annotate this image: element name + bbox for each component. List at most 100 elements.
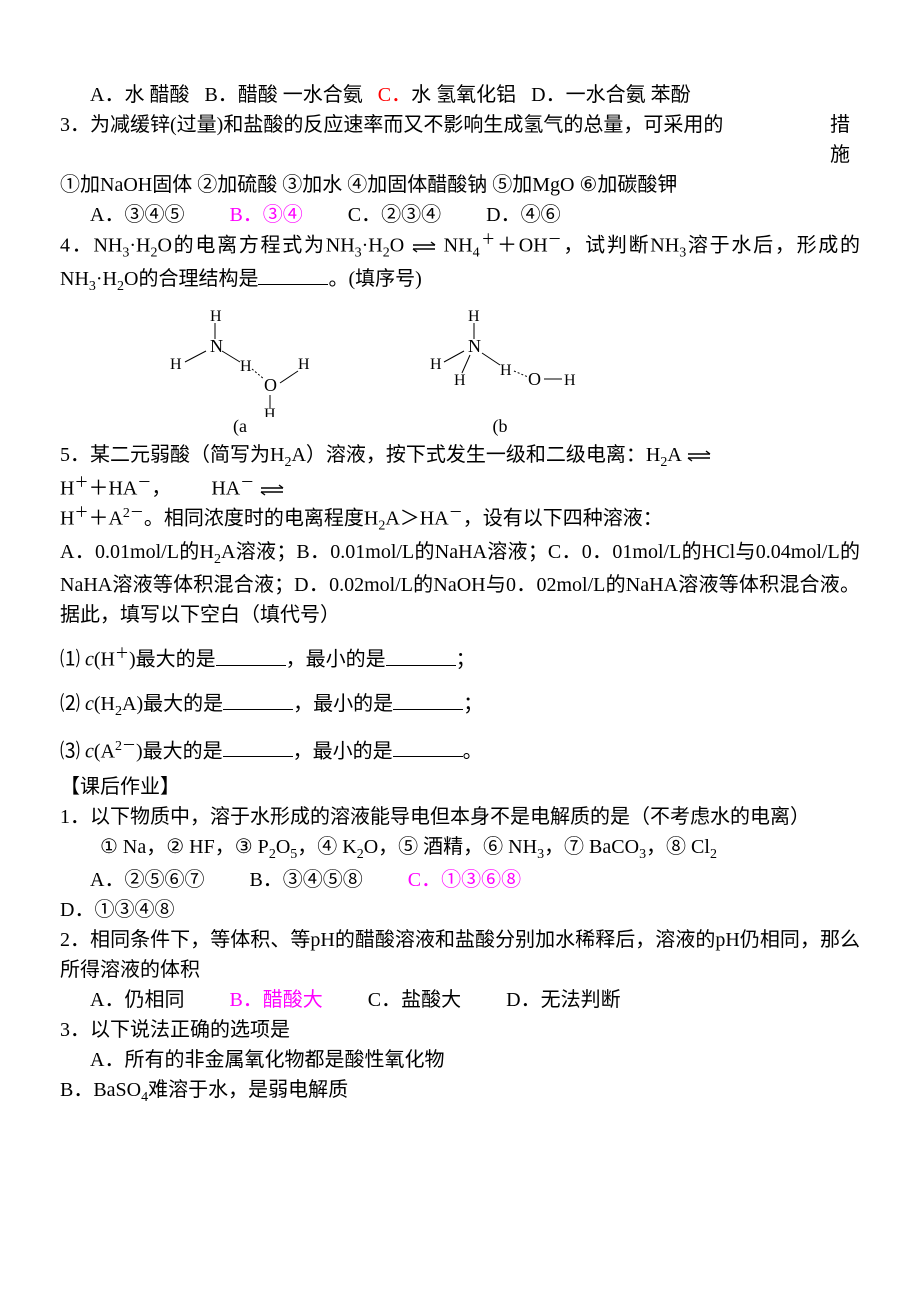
q4-c: O的电离方程式为NH [157, 235, 354, 257]
svg-text:O: O [528, 369, 541, 389]
q3-stem-text: 3．为减缓锌(过量)和盐酸的反应速率而又不影响生成氢气的总量，可采用的 [60, 114, 723, 136]
q5-p2-blank2 [393, 709, 463, 710]
svg-text:H: H [564, 372, 576, 389]
q4-b: ·H [129, 235, 150, 257]
q5-p2sub: 2 [115, 704, 122, 719]
q2-optC-text: 水 氢氧化铝 [411, 84, 516, 106]
diagram-b-label: (b [400, 413, 600, 440]
q5-p2e: ； [463, 693, 483, 715]
hw3-obb: 难溶于水，是弱电解质 [148, 1079, 348, 1101]
svg-text:O: O [264, 375, 277, 395]
equilibrium-icon [411, 241, 437, 253]
q5-p3d: ，最小的是 [293, 740, 393, 762]
q5-p3-blank1 [223, 756, 293, 757]
hw1b: O [276, 836, 290, 858]
hw1s4: 3 [537, 847, 544, 862]
q4-j: ·H [96, 268, 117, 290]
q4-blank [258, 284, 328, 285]
hw1f: ，⑧ Cl [646, 836, 710, 858]
q5-l2c: ， [151, 477, 171, 499]
q5-p2a: ⑵ [60, 693, 85, 715]
q4-sub5: 4 [473, 246, 480, 261]
q2-optD-label: D． [531, 84, 565, 106]
svg-text:H: H [500, 362, 512, 379]
q4-e: O [390, 235, 404, 257]
q3-optA: A．③④⑤ [90, 204, 184, 226]
diagram-a-svg: N H H H O H H [140, 307, 340, 417]
q5-l2a: H [60, 477, 74, 499]
q5-l3sup: ＋ [74, 506, 88, 521]
hw1c: ，④ K [297, 836, 356, 858]
q3-stem: 3．为减缓锌(过量)和盐酸的反应速率而又不影响生成氢气的总量，可采用的 措 [60, 110, 860, 140]
q4-sup1: ＋ [480, 233, 497, 248]
q3-right-row2: 施 [60, 140, 860, 170]
hw-q1-stem: 1．以下物质中，溶于水形成的溶液能导电但本身不是电解质的是（不考虑水的电离） [60, 802, 860, 832]
q5-stem3: H＋＋A2－。相同浓度时的电离程度H2A＞HA－，设有以下四种溶液： [60, 503, 860, 537]
q2-options: A．水 醋酸 B．醋酸 一水合氨 C．水 氢氧化铝 D．一水合氨 苯酚 [90, 80, 860, 110]
q3-optD: D．④⑥ [486, 204, 560, 226]
svg-text:H: H [240, 358, 252, 375]
q5-part3: ⑶ c(A2－)最大的是，最小的是。 [60, 736, 860, 767]
q5-l3a: H [60, 508, 74, 530]
q3-optB: B．③④ [229, 204, 302, 226]
equilibrium-icon [686, 450, 712, 462]
hw1d: O，⑤ 酒精，⑥ NH [364, 836, 537, 858]
hw-q2-options: A．仍相同 B．醋酸大 C．盐酸大 D．无法判断 [90, 985, 860, 1015]
hw1s5: 3 [639, 847, 646, 862]
q4-stem: 4．NH3·H2O的电离方程式为NH3·H2O NH4＋＋OH－，试判断NH3溶… [60, 230, 860, 297]
page: A．水 醋酸 B．醋酸 一水合氨 C．水 氢氧化铝 D．一水合氨 苯酚 3．为减… [0, 0, 920, 1168]
q2-optB-text: 醋酸 一水合氨 [238, 84, 363, 106]
hw3-oba: B．BaSO [60, 1079, 141, 1101]
hw2-od: D．无法判断 [506, 989, 620, 1011]
q2-optC-label: C． [378, 84, 411, 106]
q5-solutions: A．0.01mol/L的H2A溶液；B．0.01mol/L的NaHA溶液；C．0… [60, 537, 860, 630]
q3-optC: C．②③④ [348, 204, 441, 226]
hw2-ob: B．醋酸大 [229, 989, 322, 1011]
q5-part1: ⑴ c(H＋)最大的是，最小的是； [60, 644, 860, 675]
q2-optD-text: 一水合氨 苯酚 [566, 84, 691, 106]
svg-text:H: H [298, 356, 310, 373]
hw1a: ① Na，② HF，③ P [100, 836, 269, 858]
svg-text:H: H [454, 372, 466, 389]
q5-p1b: (H [94, 649, 115, 671]
hw1s1: 2 [269, 847, 276, 862]
q5-sola: A．0.01mol/L的H [60, 541, 214, 563]
svg-text:N: N [210, 336, 223, 356]
svg-text:H: H [468, 308, 480, 325]
hw-q3-optB: B．BaSO4难溶于水，是弱电解质 [60, 1075, 860, 1108]
q5-p3a: ⑶ [60, 740, 85, 762]
q5-stem2: H＋＋HA－，HA－ [60, 473, 860, 504]
q5-b: A）溶液，按下式发生一级和二级电离：H [291, 444, 660, 466]
q5-p1a: ⑴ [60, 649, 85, 671]
hw2-oa: A．仍相同 [90, 989, 184, 1011]
hw2-oc: C．盐酸大 [368, 989, 461, 1011]
q5-l3b: ＋A [88, 508, 122, 530]
q4-k: O的合理结构是 [124, 268, 258, 290]
homework-heading: 【课后作业】 [60, 772, 860, 802]
equilibrium-icon [259, 484, 285, 496]
q5-p2c: c [85, 693, 94, 715]
hw1s3: 2 [357, 847, 364, 862]
q5-p1e: ； [456, 649, 476, 671]
q5-p3e: 。 [463, 740, 483, 762]
q5-l2sup: ＋ [74, 476, 88, 491]
hw-q3-stem: 3．以下说法正确的选项是 [60, 1015, 860, 1045]
q3-items: ①加NaOH固体 ②加硫酸 ③加水 ④加固体醋酸钠 ⑤加MgO ⑥加碳酸钾 [60, 170, 860, 200]
q2-optA-text: 水 醋酸 [124, 84, 189, 106]
q5-p1d: ，最小的是 [286, 649, 386, 671]
q5-l2sup2: － [137, 476, 151, 491]
hw-q1-optD: D．①③④⑧ [60, 895, 860, 925]
hw-q1-items: ① Na，② HF，③ P2O5，④ K2O，⑤ 酒精，⑥ NH3，⑦ BaCO… [100, 832, 860, 865]
diagram-b-svg: N H H H H O H [400, 307, 600, 417]
q3-right2: 施 [830, 144, 850, 166]
q5-c: A [667, 444, 680, 466]
q5-p2d: ，最小的是 [293, 693, 393, 715]
q5-l3sup2: 2－ [123, 506, 144, 521]
q5-p1c2: )最大的是 [129, 649, 216, 671]
q3-right1: 措 [830, 110, 860, 140]
svg-text:H: H [264, 406, 276, 417]
hw1-oc: C．①③⑥⑧ [408, 869, 521, 891]
q4-sub8: 2 [117, 279, 124, 294]
q5-l2d: HA [211, 477, 240, 499]
q5-l2b: ＋HA [88, 477, 137, 499]
